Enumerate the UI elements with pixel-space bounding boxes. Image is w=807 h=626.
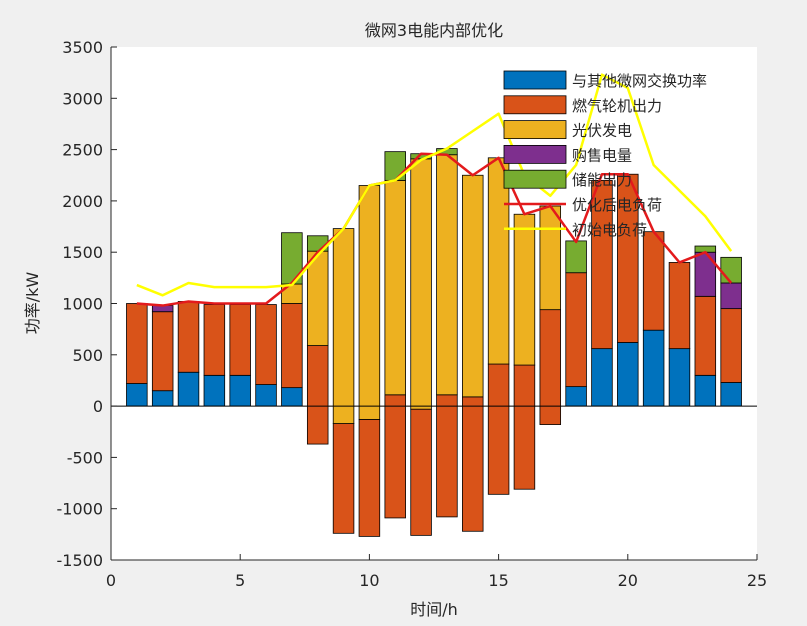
bar-segment <box>513 364 536 490</box>
x-tick-label: 0 <box>106 571 116 590</box>
bar-segment <box>255 304 277 385</box>
bar-segment <box>229 374 251 407</box>
bar-segment <box>281 387 303 407</box>
bar-segment <box>487 157 510 365</box>
x-axis-label: 时间/h <box>410 600 458 619</box>
legend-label: 购售电量 <box>572 146 632 164</box>
bar-segment <box>642 329 665 407</box>
legend-swatch <box>503 95 567 115</box>
bar-segment <box>281 303 303 389</box>
bar-segment <box>539 205 562 311</box>
bar-segment <box>591 348 613 407</box>
bar-segment <box>720 382 742 407</box>
bar-segment <box>694 374 717 407</box>
y-tick-label: 3000 <box>62 89 103 108</box>
lines-layer <box>136 73 733 307</box>
y-tick-label: -1000 <box>57 500 104 519</box>
bar-segment <box>565 272 587 388</box>
y-tick-label: 1500 <box>62 243 103 262</box>
bar-segment <box>255 384 277 407</box>
bar-segment <box>617 342 639 407</box>
bar-segment <box>720 308 742 383</box>
y-tick-label: 1000 <box>62 295 103 314</box>
bar-segment <box>591 179 613 350</box>
bar-segment <box>668 348 691 407</box>
y-tick-label: 3500 <box>62 38 103 57</box>
bar-segment <box>384 394 406 519</box>
bar-segment <box>487 363 510 495</box>
bar-segment <box>177 371 200 407</box>
y-tick-label: 500 <box>72 346 103 365</box>
legend-swatch <box>503 70 567 90</box>
legend-swatch <box>503 144 567 164</box>
bar-segment <box>203 304 226 376</box>
y-tick-label: 2500 <box>62 141 103 160</box>
bar-segment <box>332 228 355 424</box>
bar-segment <box>720 282 742 310</box>
bar-segment <box>384 179 406 396</box>
bar-segment <box>358 185 381 420</box>
bar-segment <box>358 419 381 537</box>
legend-swatch <box>503 120 567 139</box>
y-tick-label: -1500 <box>57 551 104 570</box>
bar-segment <box>306 345 329 445</box>
legend-label: 优化后电负荷 <box>572 196 662 214</box>
bar-segment <box>436 394 458 518</box>
bar-segment <box>436 154 458 396</box>
legend-label: 与其他微网交换功率 <box>572 72 707 90</box>
bar-segment <box>177 301 200 373</box>
series-line <box>136 73 733 297</box>
bar-segment <box>720 256 742 284</box>
bar-segment <box>410 158 432 410</box>
bar-segment <box>281 283 303 304</box>
legend-label: 初始电负荷 <box>572 221 647 239</box>
bar-segment <box>668 262 691 350</box>
bar-segment <box>694 251 717 297</box>
bar-segment <box>694 295 717 376</box>
bar-segment <box>151 311 174 392</box>
y-tick-label: -500 <box>67 448 103 467</box>
y-axis-label: 功率/kW <box>23 272 42 335</box>
bar-segment <box>203 374 226 407</box>
bar-segment <box>539 309 562 425</box>
bar-segment <box>332 423 355 534</box>
x-tick-label: 25 <box>747 571 767 590</box>
bar-segment <box>513 213 536 366</box>
chart-title: 微网3电能内部优化 <box>365 21 503 40</box>
legend-label: 燃气轮机出力 <box>572 97 662 115</box>
x-tick-label: 5 <box>235 571 245 590</box>
bar-segment <box>565 386 587 407</box>
legend-swatch <box>503 169 567 189</box>
x-tick-label: 20 <box>618 571 638 590</box>
bar-segment <box>151 390 174 407</box>
bar-segment <box>229 304 251 376</box>
bar-segment <box>126 303 148 384</box>
legend-label: 储能出力 <box>572 171 632 189</box>
x-tick-label: 15 <box>488 571 508 590</box>
bar-segment <box>462 174 484 398</box>
y-tick-label: 2000 <box>62 192 103 211</box>
bars-layer <box>111 148 757 537</box>
x-tick-label: 10 <box>359 571 379 590</box>
legend-label: 光伏发电 <box>572 122 632 140</box>
bar-segment <box>462 396 484 532</box>
axes-layer: -1500 -1000 -500 0 500 1000 1500 2000 2500 3000 35… <box>57 38 768 590</box>
bar-segment <box>410 408 432 536</box>
bar-segment <box>642 231 665 331</box>
bar-segment <box>565 240 587 274</box>
bar-segment <box>126 383 148 407</box>
y-tick-label: 0 <box>93 397 103 416</box>
